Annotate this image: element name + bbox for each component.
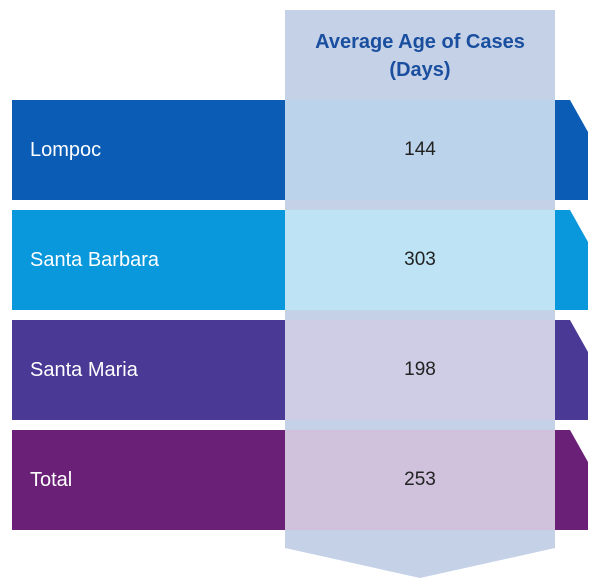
row-label: Total (30, 469, 73, 491)
rows (12, 100, 588, 530)
down-arrow (285, 535, 555, 578)
row-value: 253 (404, 469, 436, 490)
row-value: 303 (404, 249, 436, 270)
row-value: 144 (404, 139, 436, 160)
column-header: Average Age of Cases (Days) (315, 31, 525, 81)
row-label: Santa Maria (30, 359, 138, 381)
value-cell (285, 210, 555, 310)
row-value: 198 (404, 359, 436, 380)
value-cell (285, 430, 555, 530)
value-cell (285, 320, 555, 420)
row-label: Lompoc (30, 139, 102, 161)
row-label: Santa Barbara (30, 249, 159, 271)
value-cell (285, 100, 555, 200)
